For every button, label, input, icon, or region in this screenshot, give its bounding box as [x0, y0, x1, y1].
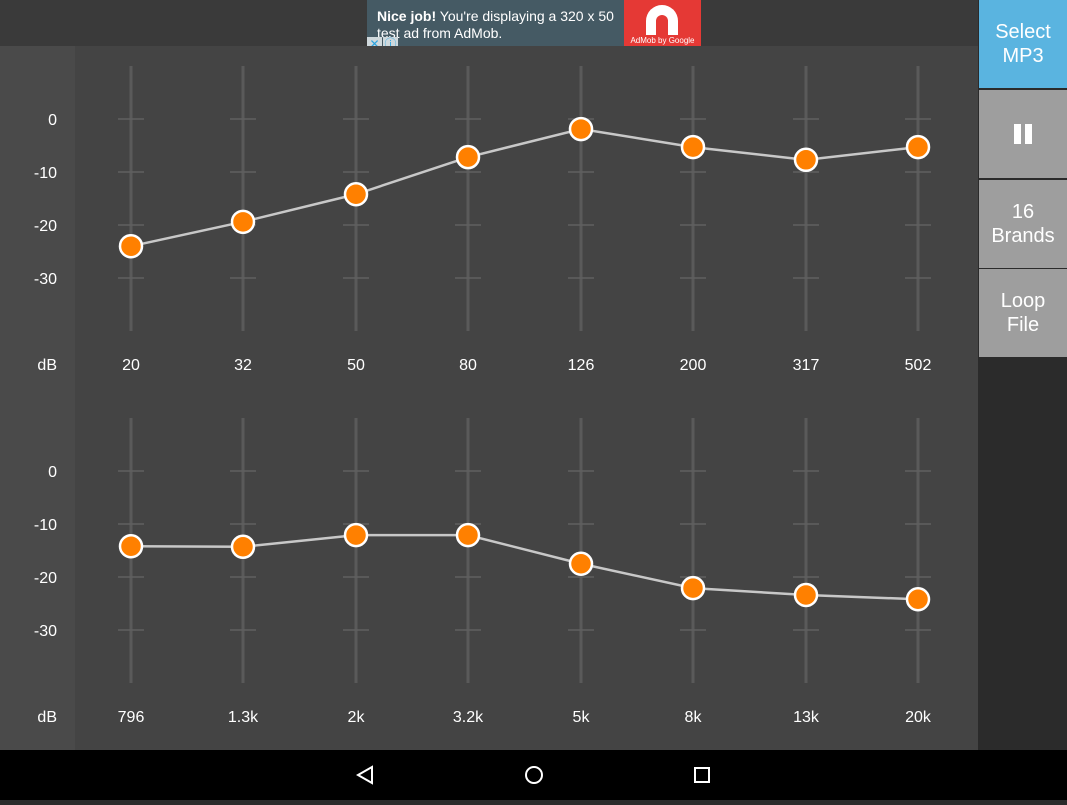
ad-banner[interactable]: Nice job! You're displaying a 320 x 50 t…	[367, 0, 701, 52]
band-slider-handle[interactable]	[230, 209, 256, 235]
band-slider-handle[interactable]	[680, 575, 706, 601]
admob-logo-icon	[646, 5, 678, 35]
home-icon[interactable]	[525, 766, 543, 784]
band-slider-handle[interactable]	[118, 534, 144, 559]
equalizer-area	[75, 46, 978, 750]
select-mp3-button[interactable]: Select MP3	[979, 0, 1067, 88]
ad-body: You're displaying a 320 x 50 test ad fro…	[377, 8, 614, 41]
band-slider-handle[interactable]	[905, 134, 931, 160]
band-frequency-label: 200	[680, 357, 707, 374]
y-tick-label: 0	[48, 112, 57, 129]
ad-headline: Nice job!	[377, 8, 437, 24]
band-frequency-label: 13k	[793, 709, 820, 726]
band-slider-handle[interactable]	[568, 116, 594, 142]
back-icon[interactable]	[355, 765, 373, 785]
band-frequency-label: 502	[905, 357, 932, 374]
admob-logo[interactable]: AdMob by Google	[624, 0, 701, 52]
band-slider-handle[interactable]	[118, 233, 144, 259]
y-tick-label: -30	[34, 271, 57, 288]
y-tick-label: -20	[34, 570, 57, 587]
pause-button[interactable]	[979, 90, 1067, 178]
band-frequency-label: 1.3k	[228, 709, 259, 726]
recents-icon[interactable]	[694, 767, 710, 783]
band-frequency-label: 2k	[348, 709, 366, 726]
axis-panel	[0, 46, 75, 750]
y-tick-label: -10	[34, 517, 57, 534]
band-slider-handle[interactable]	[568, 551, 594, 576]
band-frequency-label: 796	[118, 709, 145, 726]
band-slider-handle[interactable]	[905, 587, 931, 612]
band-slider-handle[interactable]	[455, 144, 481, 170]
unit-label: dB	[37, 357, 57, 374]
band-frequency-label: 5k	[573, 709, 591, 726]
y-tick-label: -10	[34, 165, 57, 182]
navigation-bar	[0, 750, 1067, 800]
brands-button[interactable]: 16 Brands	[979, 180, 1067, 268]
y-tick-label: -20	[34, 218, 57, 235]
band-slider-handle[interactable]	[343, 522, 369, 548]
sidebar: Select MP3 16 Brands Loop File	[978, 0, 1067, 750]
eq-curve	[130, 533, 919, 601]
band-frequency-label: 80	[459, 357, 477, 374]
band-frequency-label: 32	[234, 357, 252, 374]
pause-icon	[1014, 124, 1032, 144]
band-frequency-label: 20	[122, 357, 140, 374]
eq-curve	[130, 127, 919, 248]
band-frequency-label: 126	[568, 357, 595, 374]
ad-text: Nice job! You're displaying a 320 x 50 t…	[377, 8, 627, 42]
loop-file-button[interactable]: Loop File	[979, 269, 1067, 357]
unit-label: dB	[37, 709, 57, 726]
band-frequency-label: 3.2k	[453, 709, 484, 726]
band-slider-handle[interactable]	[455, 522, 481, 548]
band-frequency-label: 8k	[685, 709, 703, 726]
band-frequency-label: 50	[347, 357, 365, 374]
y-tick-label: 0	[48, 464, 57, 481]
band-slider-handle[interactable]	[230, 534, 256, 560]
band-slider-handle[interactable]	[343, 182, 369, 207]
band-frequency-label: 317	[793, 357, 820, 374]
band-slider-handle[interactable]	[793, 582, 819, 608]
admob-brand: AdMob by Google	[630, 36, 695, 45]
y-tick-label: -30	[34, 623, 57, 640]
band-slider-handle[interactable]	[793, 147, 819, 173]
equalizer: 0 -10 -20 -30 dB 20 32 50 80 126 200 317 502 0 -10 -20 -…	[34, 66, 932, 726]
band-frequency-label: 20k	[905, 709, 932, 726]
band-slider-handle[interactable]	[680, 134, 706, 160]
